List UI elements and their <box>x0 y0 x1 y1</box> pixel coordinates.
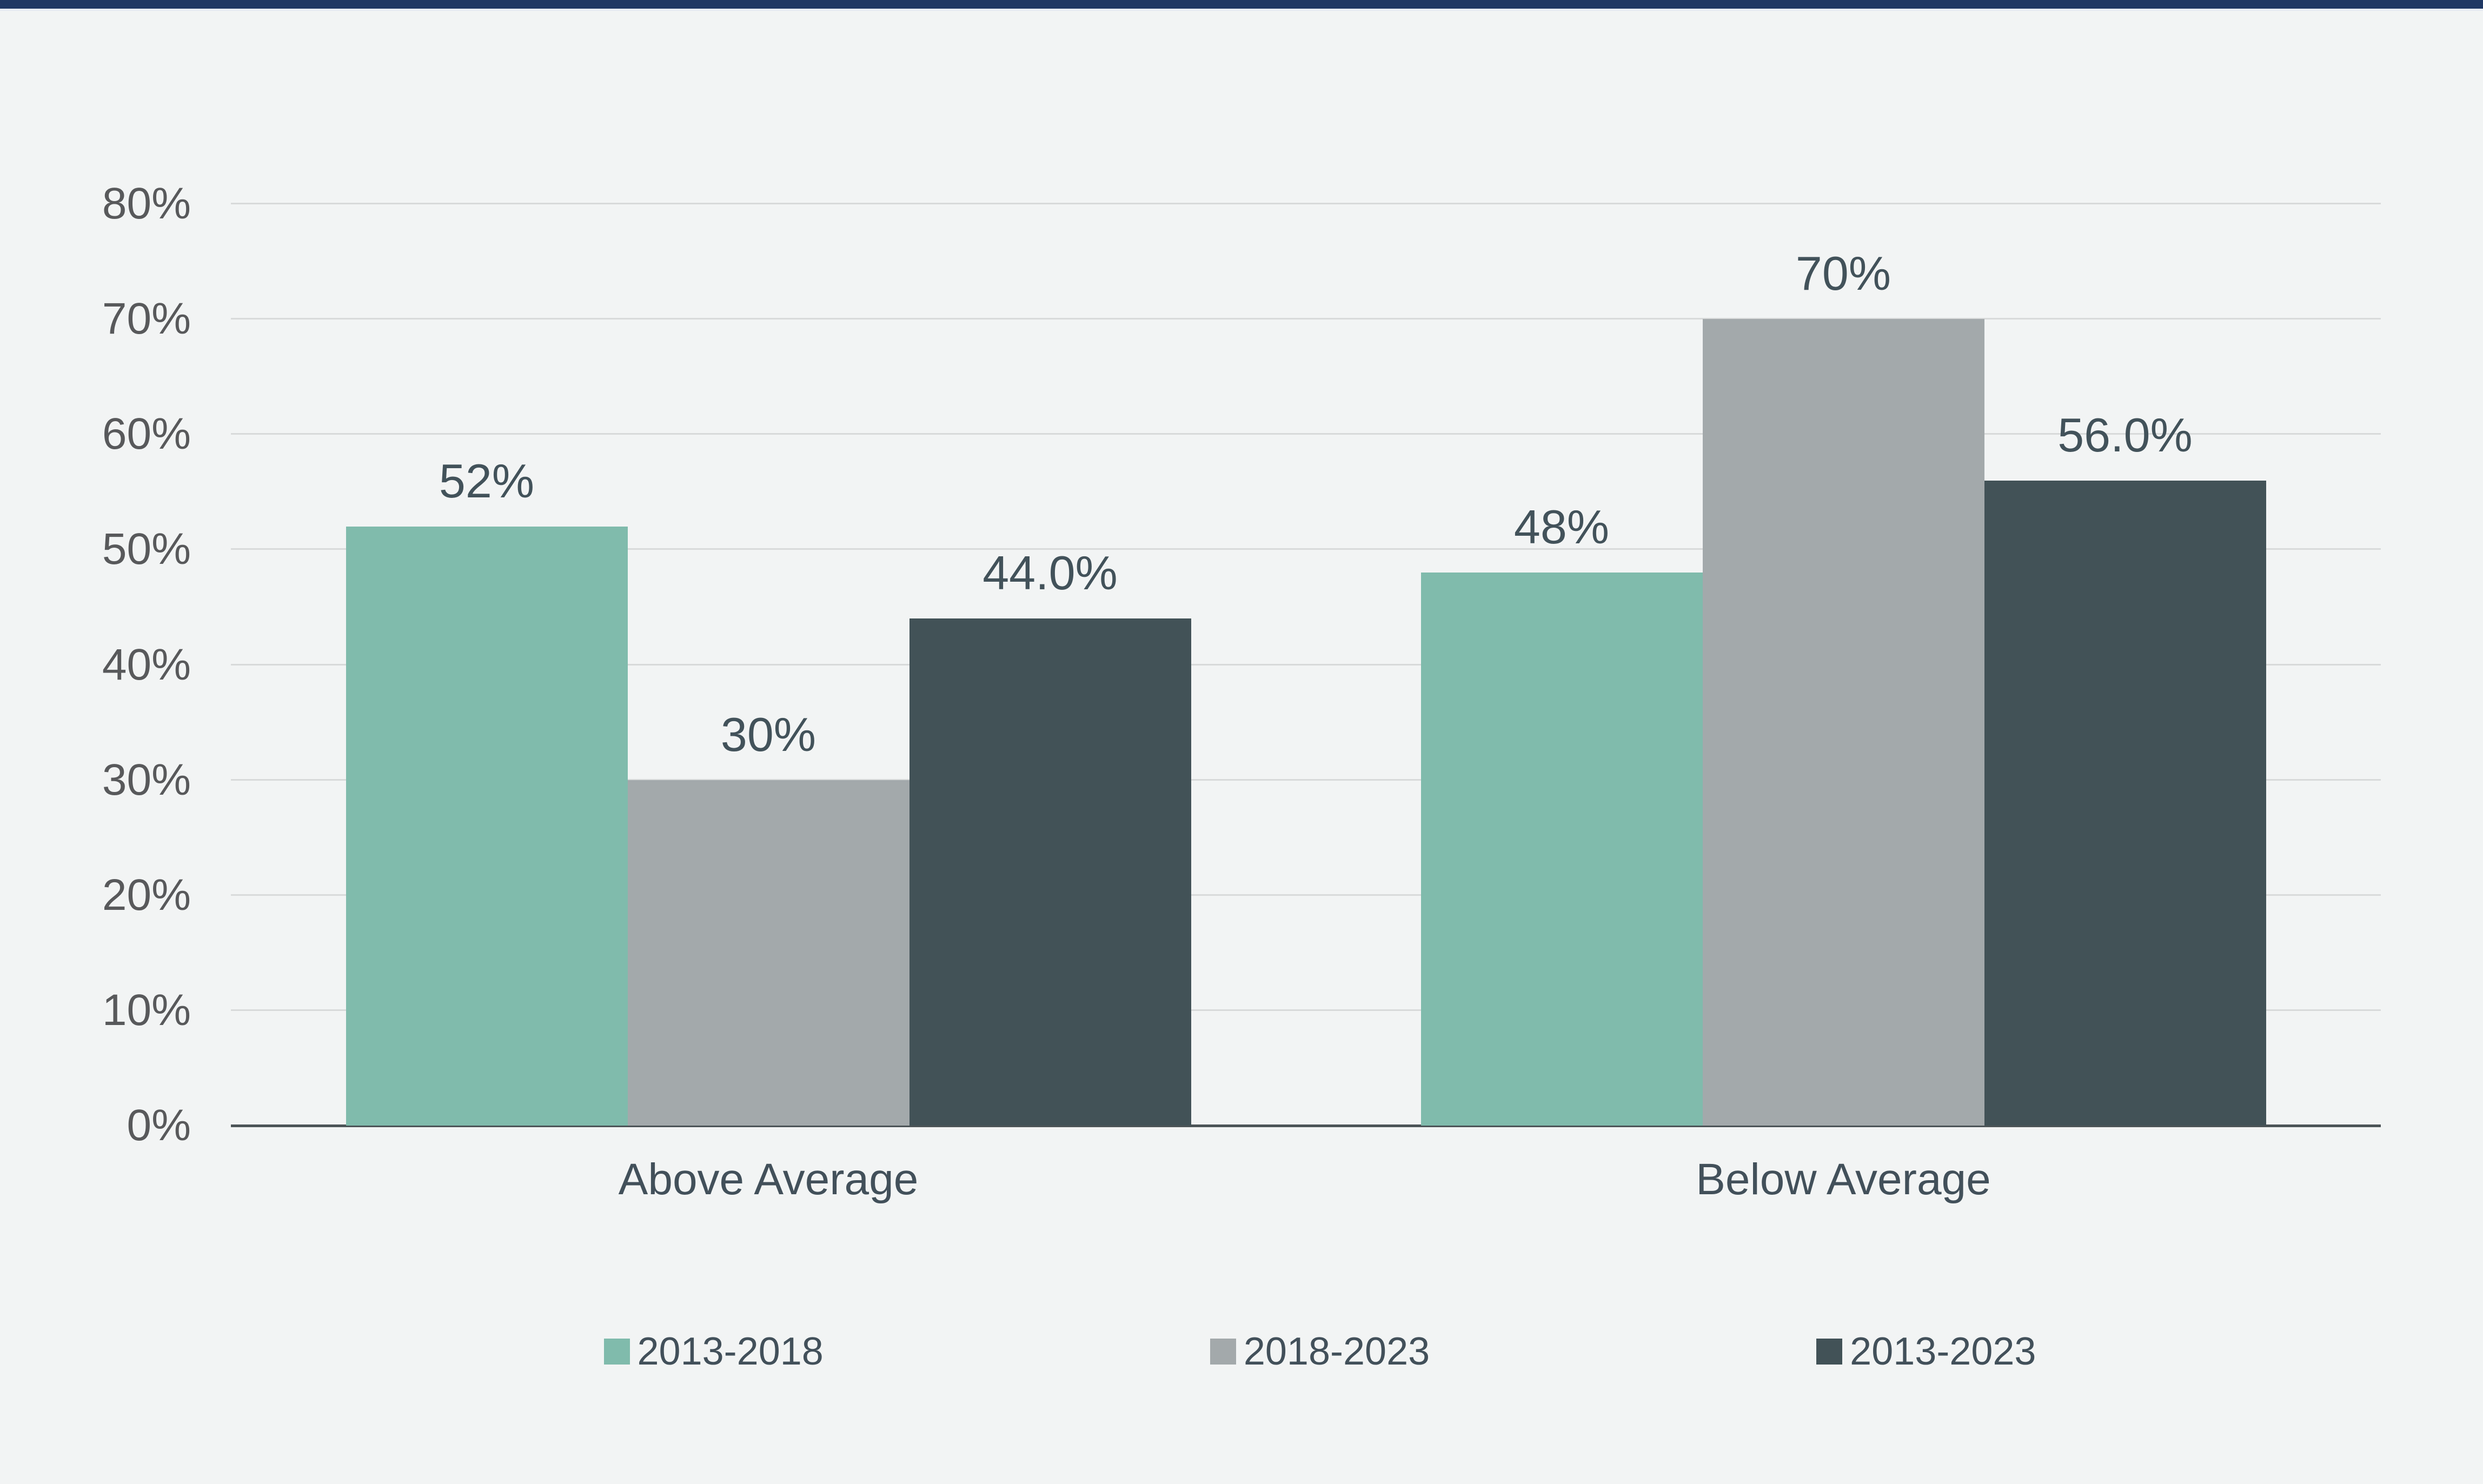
bar-value-label: 48% <box>1513 500 1610 554</box>
legend-item: 2013-2018 <box>603 1330 824 1373</box>
legend-swatch-icon <box>1816 1339 1843 1365</box>
legend-swatch-icon <box>603 1339 630 1365</box>
x-axis-category-label: Below Average <box>1696 1155 1991 1204</box>
legend-item: 2013-2023 <box>1816 1330 2036 1373</box>
y-axis-tick-label: 50% <box>102 524 191 574</box>
bar-2013-2018-above-average <box>346 526 628 1126</box>
bar-value-label: 30% <box>720 707 816 761</box>
y-axis-tick-label: 70% <box>102 294 191 344</box>
bar-2013-2023-above-average <box>909 618 1191 1126</box>
gridline <box>231 203 2381 204</box>
bar-value-label: 70% <box>1795 247 1891 301</box>
y-axis-tick-label: 0% <box>127 1101 191 1150</box>
gridline <box>231 778 2381 781</box>
bar-value-label: 44.0% <box>982 546 1118 600</box>
gridline <box>231 318 2381 320</box>
x-axis-line <box>231 1124 2381 1127</box>
legend-label: 2018-2023 <box>1243 1330 1430 1373</box>
gridline <box>231 548 2381 550</box>
bar-2018-2023-above-average <box>627 780 909 1126</box>
y-axis-tick-label: 10% <box>102 985 191 1035</box>
legend-item: 2018-2023 <box>1210 1330 1430 1373</box>
y-axis-tick-label: 60% <box>102 409 191 459</box>
legend-label: 2013-2023 <box>1850 1330 2036 1373</box>
bar-value-label: 56.0% <box>2057 408 2193 462</box>
bar-2013-2018-below-average <box>1420 573 1703 1126</box>
y-axis-tick-label: 30% <box>102 755 191 804</box>
top-accent-bar <box>0 0 2483 11</box>
bar-value-label: 52% <box>439 454 535 508</box>
bar-2018-2023-below-average <box>1702 319 1984 1126</box>
bar-2013-2023-below-average <box>1984 480 2266 1126</box>
legend-swatch-icon <box>1210 1339 1236 1365</box>
legend: 2013-2018 2018-2023 2013-2023 <box>78 1319 2483 1384</box>
legend-label: 2013-2018 <box>637 1330 824 1373</box>
gridline <box>231 1009 2381 1011</box>
x-axis-category-label: Above Average <box>618 1155 919 1204</box>
y-axis-tick-label: 20% <box>102 870 191 920</box>
y-axis-tick-label: 80% <box>102 179 191 228</box>
y-axis-tick-label: 40% <box>102 640 191 689</box>
gridline <box>231 894 2381 896</box>
gridline <box>231 663 2381 666</box>
gridline <box>231 433 2381 435</box>
